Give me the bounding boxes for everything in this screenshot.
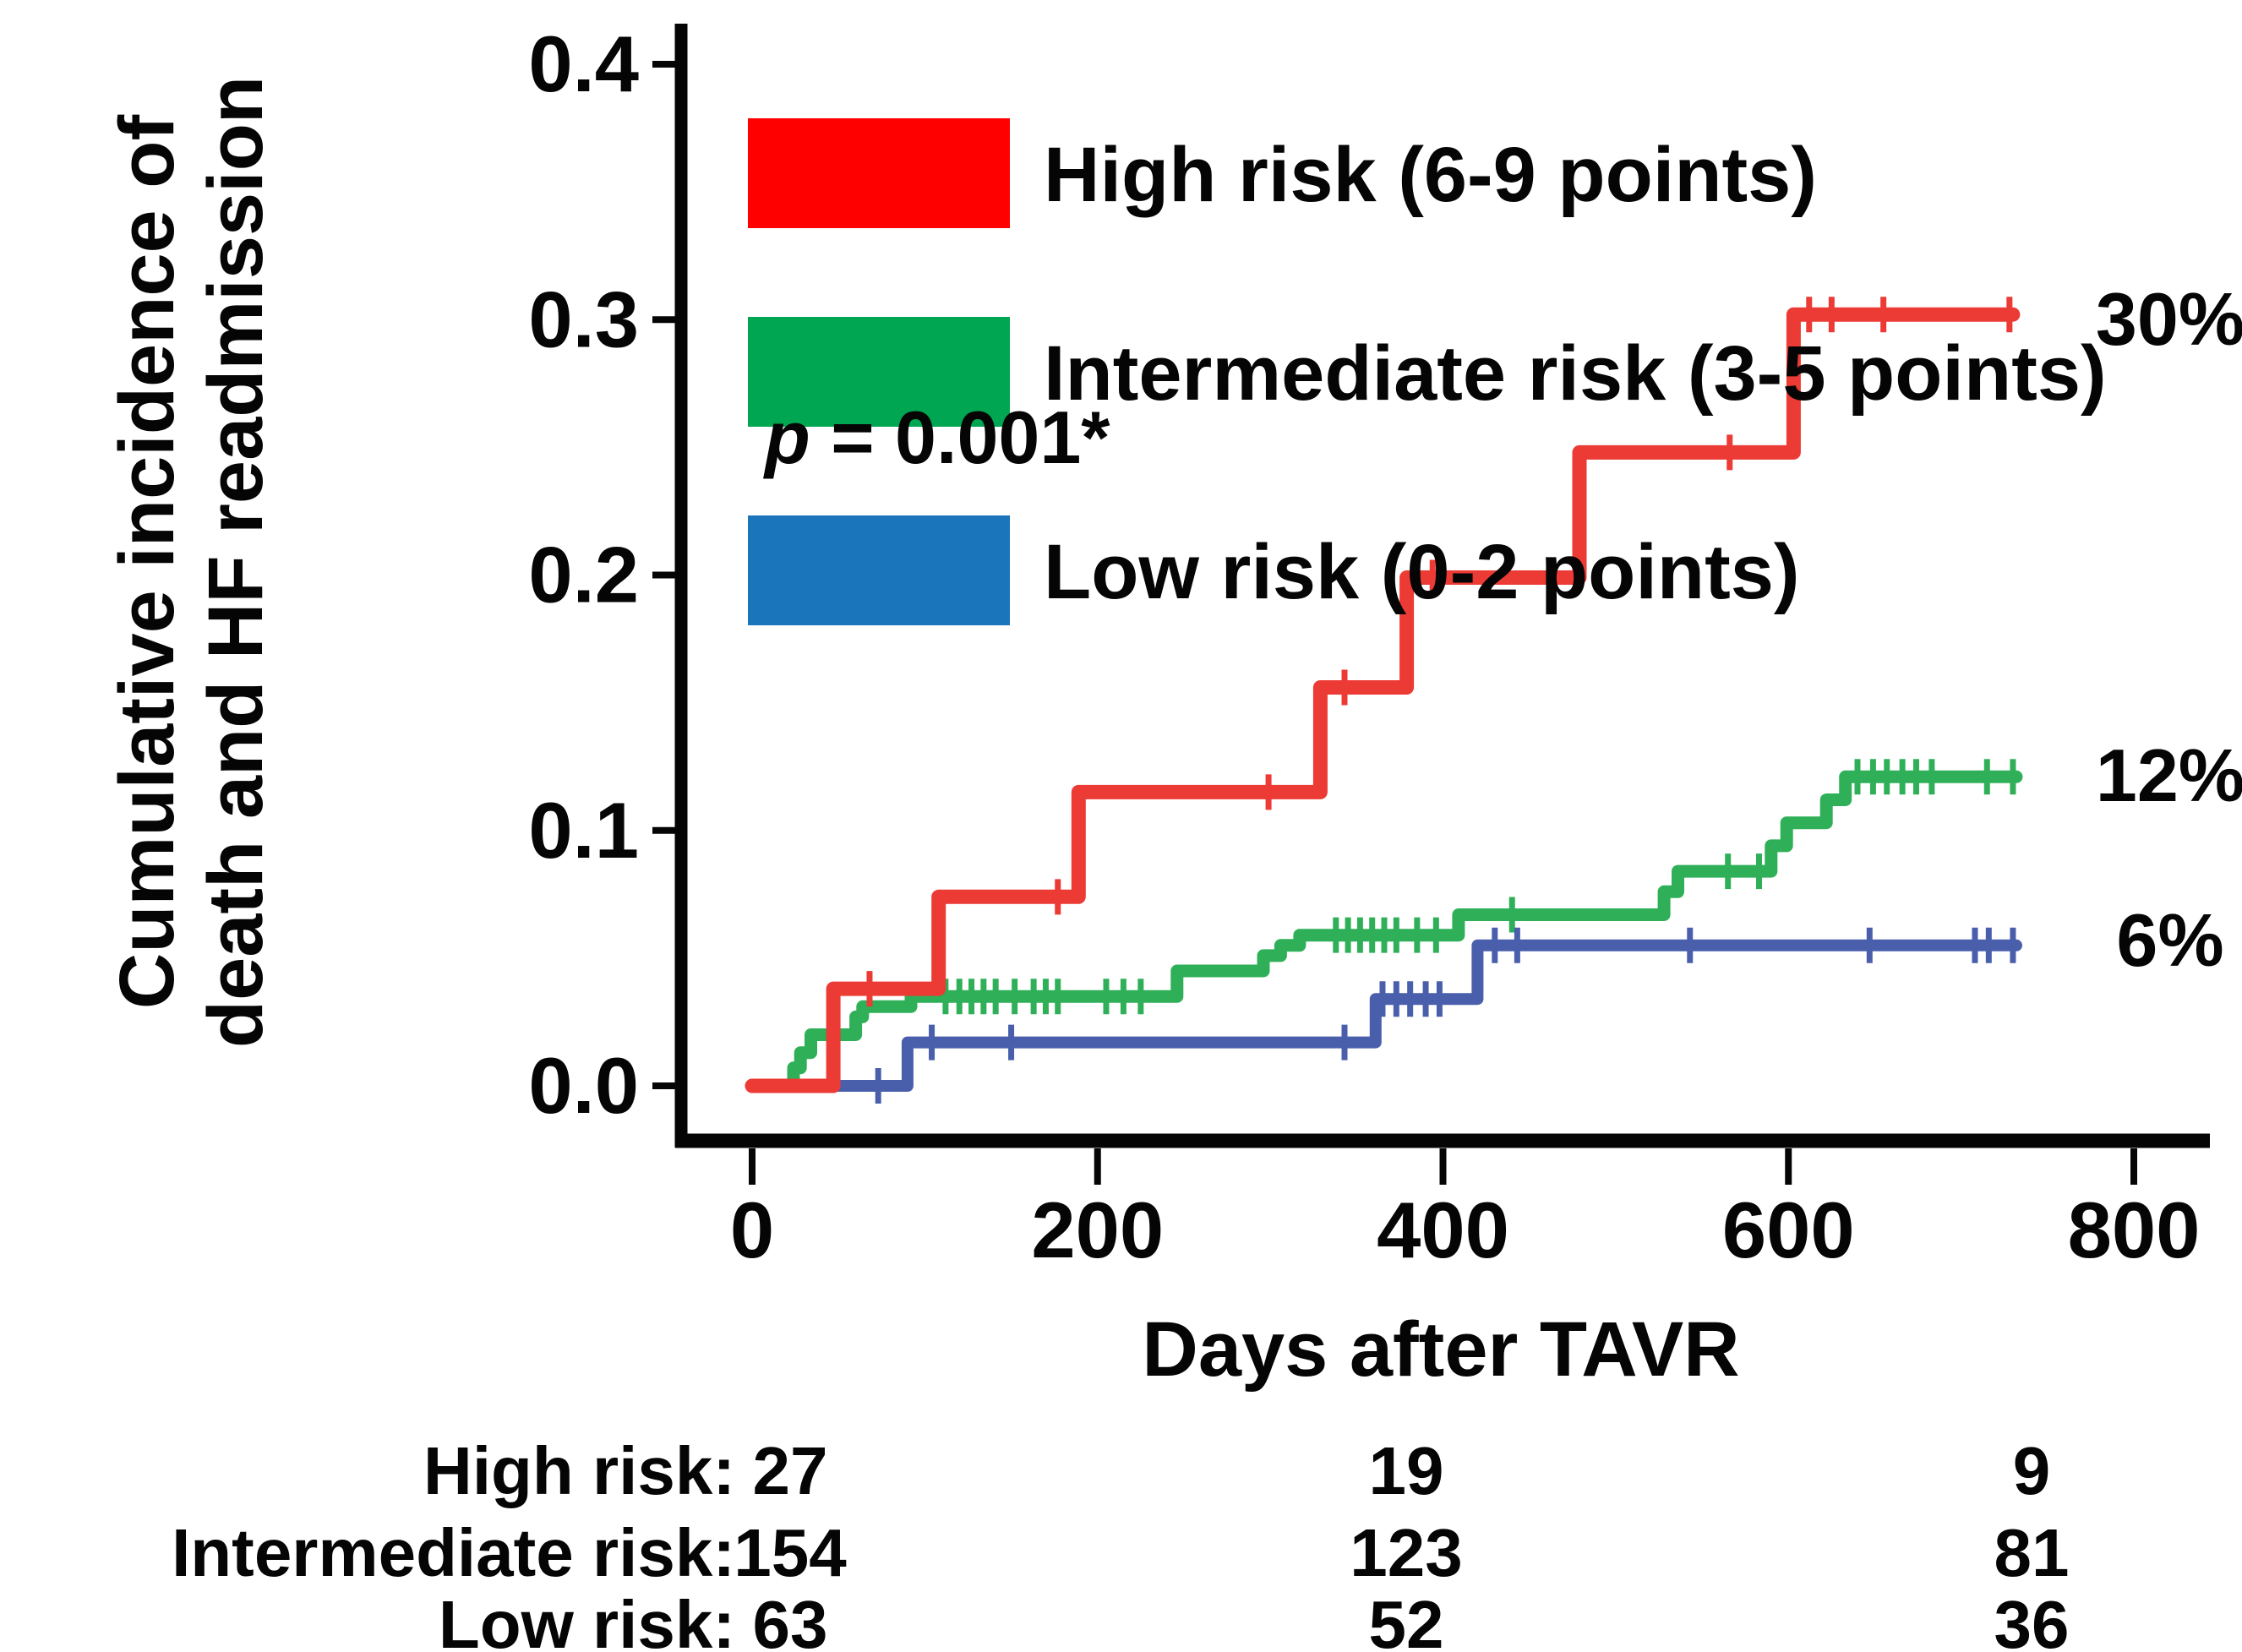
x-axis-ticks: 0 200 400 600 800 (730, 1148, 2201, 1274)
y-axis-title-line1: Cumulative incidence of (104, 115, 190, 1010)
x-tick-label: 800 (2068, 1186, 2201, 1274)
legend-swatch-intermediate-risk (748, 317, 1010, 427)
risk-table: High risk: 27 19 9 Intermediate risk: 15… (172, 1433, 2069, 1652)
x-tick-label: 400 (1377, 1186, 1509, 1274)
y-tick-label: 0.2 (528, 531, 639, 619)
y-axis-ticks: 0.0 0.1 0.2 0.3 0.4 (528, 19, 675, 1130)
x-axis-title: Days after TAVR (1142, 1306, 1739, 1393)
y-tick-label: 0.3 (528, 275, 639, 363)
risk-value: 123 (1350, 1515, 1462, 1590)
y-tick-label: 0.1 (528, 786, 639, 875)
end-label-low-risk: 6% (2116, 898, 2223, 982)
risk-row-label-high: High risk: (423, 1433, 735, 1508)
legend: High risk (6-9 points) Intermediate risk… (748, 118, 2107, 625)
survival-curves (745, 297, 2023, 1104)
x-tick-label: 600 (1722, 1186, 1855, 1274)
legend-swatch-low-risk (748, 515, 1010, 625)
curve-low-risk-0-2-points- (746, 939, 2022, 1092)
risk-value: 154 (734, 1515, 847, 1590)
curve-intermediate-risk-3-5-points- (745, 770, 2023, 1093)
legend-label-low-risk: Low risk (0-2 points) (1044, 529, 1800, 615)
x-tick-label: 200 (1031, 1186, 1164, 1274)
y-tick-label: 0.0 (528, 1041, 639, 1130)
risk-value: 52 (1369, 1587, 1444, 1652)
risk-value: 36 (1994, 1587, 2070, 1652)
p-value-annotation: p = 0.001* (763, 395, 1110, 479)
risk-value: 9 (2013, 1433, 2051, 1508)
legend-label-intermediate-risk: Intermediate risk (3-5 points) (1044, 330, 2107, 417)
y-axis-title-line2: death and HF readmission (193, 76, 279, 1048)
legend-swatch-high-risk (748, 118, 1010, 228)
x-tick-label: 0 (730, 1186, 774, 1274)
end-label-high-risk: 30% (2096, 277, 2242, 361)
y-tick-label: 0.4 (528, 19, 639, 108)
p-symbol: p (763, 395, 810, 479)
risk-value: 63 (753, 1587, 828, 1652)
risk-row-label-intermediate: Intermediate risk: (172, 1515, 735, 1590)
p-value-text: = 0.001* (810, 395, 1111, 479)
risk-value: 27 (753, 1433, 828, 1508)
legend-label-high-risk: High risk (6-9 points) (1044, 132, 1817, 218)
end-label-intermediate-risk: 12% (2096, 733, 2242, 817)
risk-value: 81 (1994, 1515, 2070, 1590)
curve-high-risk-6-9-points- (745, 307, 2021, 1093)
risk-value: 19 (1369, 1433, 1444, 1508)
risk-row-label-low: Low risk: (439, 1587, 735, 1652)
